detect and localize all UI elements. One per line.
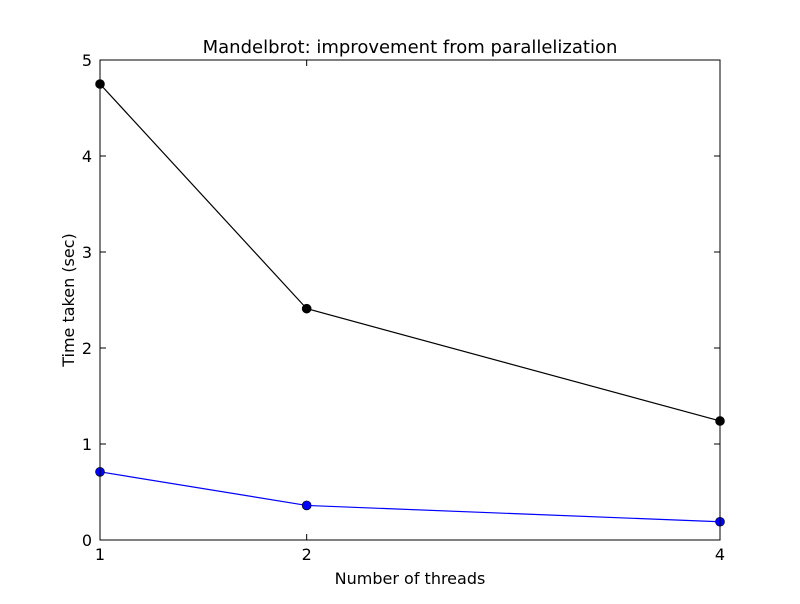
x-tick-label: 2 <box>302 545 312 564</box>
x-axis-label: Number of threads <box>335 569 486 588</box>
y-tick-label: 0 <box>82 531 92 550</box>
y-tick-label: 1 <box>82 435 92 454</box>
y-tick-label: 2 <box>82 339 92 358</box>
y-axis-label: Time taken (sec) <box>59 233 78 368</box>
x-tick-label: 1 <box>95 545 105 564</box>
x-tick-label: 4 <box>715 545 725 564</box>
y-tick-label: 3 <box>82 243 92 262</box>
y-tick-label: 4 <box>82 147 92 166</box>
series-2-point <box>301 500 312 511</box>
y-tick-label: 5 <box>82 51 92 70</box>
series-1-point <box>301 303 312 314</box>
chart-title: Mandelbrot: improvement from paralleliza… <box>203 37 618 58</box>
plot-frame <box>99 59 721 541</box>
